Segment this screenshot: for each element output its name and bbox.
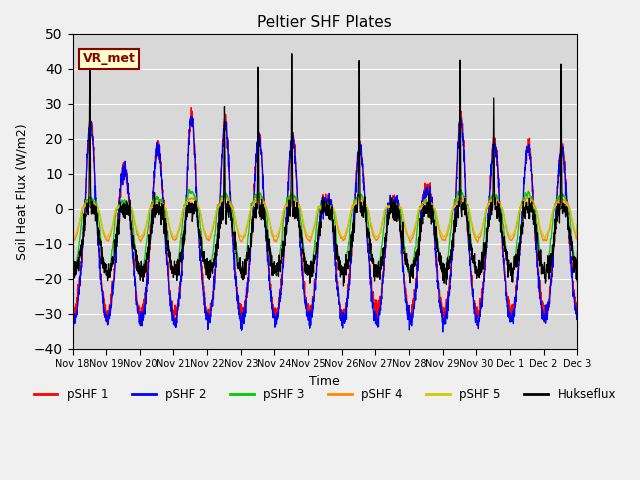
pSHF 2 xyxy=(339,318,347,324)
Hukseflux xyxy=(68,274,76,280)
pSHF 5 xyxy=(529,202,536,208)
pSHF 5 xyxy=(68,222,76,228)
pSHF 4 xyxy=(68,225,76,230)
pSHF 2 xyxy=(543,316,551,322)
Hukseflux xyxy=(543,267,551,273)
Hukseflux xyxy=(472,263,479,269)
pSHF 5 xyxy=(350,203,358,208)
pSHF 4 xyxy=(339,237,347,243)
pSHF 2 xyxy=(573,307,581,313)
pSHF 5 xyxy=(339,235,347,240)
Hukseflux xyxy=(351,226,358,232)
Line: pSHF 1: pSHF 1 xyxy=(72,108,577,325)
pSHF 5 xyxy=(543,230,551,236)
pSHF 4 xyxy=(406,240,414,245)
pSHF 1 xyxy=(573,312,581,317)
pSHF 3 xyxy=(185,187,193,192)
pSHF 1 xyxy=(350,208,358,214)
Hukseflux xyxy=(288,51,296,57)
Line: pSHF 2: pSHF 2 xyxy=(72,117,577,332)
pSHF 5 xyxy=(573,222,581,228)
pSHF 5 xyxy=(471,231,479,237)
pSHF 2 xyxy=(439,329,447,335)
pSHF 2 xyxy=(187,114,195,120)
Title: Peltier SHF Plates: Peltier SHF Plates xyxy=(257,15,392,30)
pSHF 1 xyxy=(210,282,218,288)
pSHF 3 xyxy=(340,268,348,274)
Y-axis label: Soil Heat Flux (W/m2): Soil Heat Flux (W/m2) xyxy=(15,123,28,260)
pSHF 3 xyxy=(543,265,551,271)
pSHF 5 xyxy=(492,198,499,204)
pSHF 4 xyxy=(543,237,551,242)
pSHF 5 xyxy=(541,235,548,241)
pSHF 4 xyxy=(350,202,358,207)
pSHF 3 xyxy=(472,267,479,273)
pSHF 2 xyxy=(350,205,358,211)
pSHF 4 xyxy=(209,225,217,230)
pSHF 1 xyxy=(188,105,195,110)
pSHF 2 xyxy=(68,315,76,321)
pSHF 3 xyxy=(210,244,218,250)
pSHF 1 xyxy=(529,187,537,193)
Hukseflux xyxy=(339,271,347,276)
pSHF 1 xyxy=(339,319,347,324)
pSHF 2 xyxy=(210,296,218,301)
Hukseflux xyxy=(340,283,348,289)
Line: pSHF 3: pSHF 3 xyxy=(72,190,577,275)
Line: pSHF 4: pSHF 4 xyxy=(72,197,577,242)
pSHF 2 xyxy=(472,320,479,325)
pSHF 5 xyxy=(209,222,217,228)
pSHF 2 xyxy=(529,201,537,207)
Line: Hukseflux: Hukseflux xyxy=(72,54,577,286)
Legend: pSHF 1, pSHF 2, pSHF 3, pSHF 4, pSHF 5, Hukseflux: pSHF 1, pSHF 2, pSHF 3, pSHF 4, pSHF 5, … xyxy=(29,384,621,406)
pSHF 4 xyxy=(529,199,537,204)
pSHF 3 xyxy=(272,272,280,278)
X-axis label: Time: Time xyxy=(310,375,340,388)
Hukseflux xyxy=(573,278,581,284)
Hukseflux xyxy=(529,216,537,222)
pSHF 3 xyxy=(68,245,76,251)
Text: VR_met: VR_met xyxy=(83,52,136,65)
Hukseflux xyxy=(209,263,217,268)
pSHF 4 xyxy=(524,194,531,200)
pSHF 4 xyxy=(472,236,479,241)
pSHF 1 xyxy=(543,310,551,316)
pSHF 4 xyxy=(573,223,581,228)
pSHF 3 xyxy=(351,196,358,202)
pSHF 3 xyxy=(573,249,581,254)
pSHF 1 xyxy=(68,311,76,316)
pSHF 3 xyxy=(529,197,537,203)
pSHF 1 xyxy=(374,323,381,328)
Line: pSHF 5: pSHF 5 xyxy=(72,201,577,238)
pSHF 1 xyxy=(472,307,479,313)
